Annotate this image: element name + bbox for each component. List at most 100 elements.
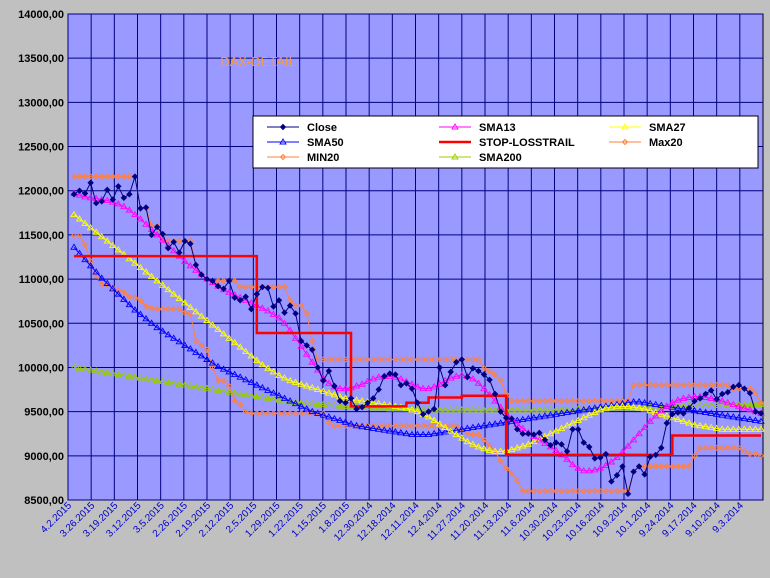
min20-point <box>602 487 610 495</box>
min20-point <box>552 487 560 495</box>
close-point <box>320 377 327 384</box>
legend-label: Max20 <box>649 137 683 149</box>
sma13-point <box>103 196 112 203</box>
sma13-point <box>302 350 311 357</box>
sma27-point <box>86 223 95 231</box>
sma50-point <box>441 428 449 435</box>
sma50-point <box>485 421 494 428</box>
close-point <box>663 419 671 427</box>
sma27-point <box>679 417 688 424</box>
close-point <box>624 490 632 498</box>
sma27-point <box>297 380 305 387</box>
sma27-point <box>524 440 533 447</box>
legend-label: SMA13 <box>479 122 516 134</box>
max20-point <box>525 397 532 405</box>
sma13-point <box>651 412 660 419</box>
sma13-point <box>446 374 455 381</box>
close-point <box>109 196 116 203</box>
max20-point <box>364 356 371 363</box>
sma27-point <box>590 408 599 415</box>
sma27-point <box>275 371 283 378</box>
close-point <box>408 385 416 392</box>
sma13-point <box>413 383 422 390</box>
min20-point <box>580 487 587 495</box>
sma50-point <box>297 402 305 409</box>
min20-point <box>707 444 715 452</box>
sma50-point <box>408 430 416 438</box>
sma200-point <box>197 383 206 391</box>
min20-point <box>746 450 754 458</box>
sma200-point <box>70 363 78 370</box>
sma27-point <box>635 404 643 411</box>
sma200-point <box>120 371 128 378</box>
close-point <box>508 415 515 422</box>
close-point <box>602 450 610 458</box>
sma13-point <box>336 384 344 392</box>
min20-point <box>514 477 521 484</box>
sma27-point <box>685 419 693 426</box>
sma200-point <box>192 383 200 390</box>
min20-point <box>652 463 659 470</box>
close-point <box>713 396 720 403</box>
sma50-point <box>380 426 389 433</box>
sma13-point <box>341 384 350 392</box>
max20-point <box>408 356 416 363</box>
legend-label: MIN20 <box>307 152 339 164</box>
sma13-point <box>280 319 289 326</box>
sma50-point <box>136 310 145 317</box>
close-point <box>98 198 105 205</box>
sma50-point <box>92 268 100 275</box>
sma200-point <box>336 402 344 409</box>
min20-point <box>231 397 238 405</box>
sma27-point <box>757 425 765 432</box>
sma50-point <box>269 389 278 396</box>
sma50-point <box>158 327 167 334</box>
sma200-point <box>707 401 715 408</box>
min20-point <box>375 422 382 429</box>
sma27-point <box>663 412 671 419</box>
min20-point <box>92 272 100 279</box>
sma200-point <box>142 375 150 382</box>
sma50-point <box>175 337 184 345</box>
sma200-point <box>374 404 383 411</box>
sma200-point <box>507 405 516 413</box>
max20-point <box>685 381 693 389</box>
sma13-point <box>81 193 89 200</box>
close-point <box>669 411 676 418</box>
close-point <box>209 277 216 285</box>
max20-point <box>669 381 676 389</box>
max20-point <box>580 397 587 405</box>
sma13-point <box>469 375 477 382</box>
sma13-point <box>701 393 710 400</box>
sma13-point <box>646 417 654 424</box>
min20-point <box>586 487 593 495</box>
sma27-point <box>147 272 156 279</box>
close-point <box>87 179 94 186</box>
sma27-point <box>319 387 328 394</box>
max20-point <box>497 376 504 384</box>
sma200-point <box>186 382 195 389</box>
min20-point <box>253 410 261 417</box>
max20-point <box>397 356 405 363</box>
sma200-point <box>413 405 422 412</box>
sma50-point <box>474 422 483 430</box>
sma50-point <box>313 409 322 416</box>
sma27-point <box>602 404 610 411</box>
close-point <box>375 386 382 393</box>
max20-point <box>674 381 682 389</box>
sma27-point <box>291 378 300 385</box>
max20-point <box>381 356 388 363</box>
sma50-point <box>463 424 472 431</box>
sma13-point <box>247 299 256 306</box>
sma27-point <box>192 307 200 315</box>
max20-point <box>375 356 382 363</box>
close-point <box>497 408 504 415</box>
min20-point <box>608 487 615 495</box>
close-point <box>586 443 593 451</box>
max20-point <box>270 283 277 291</box>
close-point <box>514 426 521 433</box>
close-point <box>735 381 743 389</box>
sma27-point <box>657 410 666 417</box>
sma27-point <box>458 434 466 441</box>
